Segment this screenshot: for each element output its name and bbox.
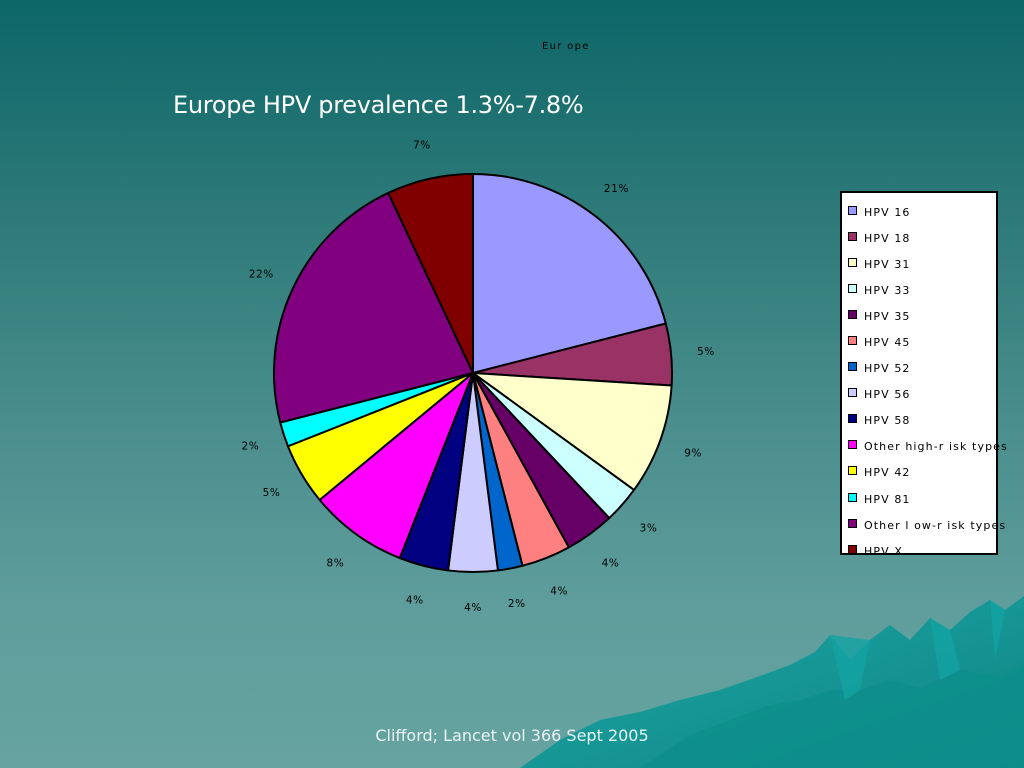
legend-label: HPV 45 — [864, 336, 911, 350]
pie-slice-hpv-x — [387, 173, 474, 374]
pie-data-label: 4% — [464, 602, 482, 614]
legend-item: HPV 35 — [848, 303, 996, 329]
pie-data-label: 4% — [602, 557, 620, 569]
legend-item: HPV 16 — [848, 199, 996, 225]
pie-slice-hpv-31 — [472, 372, 673, 491]
legend-label: HPV X — [864, 544, 903, 558]
legend-label: HPV 42 — [864, 466, 911, 480]
pie-data-label: 8% — [327, 557, 345, 569]
pie-data-label: 2% — [242, 440, 260, 452]
citation-footer: Clifford; Lancet vol 366 Sept 2005 — [375, 726, 649, 745]
legend-swatch — [848, 336, 857, 346]
pie-data-label: 21% — [604, 183, 629, 195]
legend-item: HPV 81 — [848, 486, 996, 512]
legend-swatch — [848, 518, 857, 528]
legend-swatch — [848, 544, 857, 554]
legend-item: HPV 42 — [848, 460, 996, 486]
legend-label: HPV 35 — [864, 309, 911, 323]
legend-swatch — [848, 205, 857, 215]
legend-label: HPV 31 — [864, 257, 911, 271]
legend-label: Other high-r isk types — [864, 440, 1008, 454]
pie-slice-other-high-r-isk-types — [318, 372, 474, 560]
legend-swatch — [848, 362, 857, 372]
legend-label: Other l ow-r isk types — [864, 518, 1007, 532]
pie-data-label: 4% — [550, 586, 568, 598]
slide-title: Europe HPV prevalence 1.3%-7.8% — [173, 91, 584, 119]
legend-label: HPV 56 — [864, 388, 911, 402]
legend-item: HPV 31 — [848, 251, 996, 277]
legend-swatch — [848, 414, 857, 424]
pie-data-label: 2% — [508, 598, 526, 610]
legend-label: HPV 16 — [864, 205, 911, 219]
legend-item: HPV 33 — [848, 277, 996, 303]
legend-swatch — [848, 440, 857, 450]
legend-swatch — [848, 283, 857, 293]
legend-swatch — [848, 309, 857, 319]
legend-swatch — [848, 466, 857, 476]
legend-label: HPV 52 — [864, 362, 911, 376]
legend-item: Other l ow-r isk types — [848, 512, 1005, 538]
pie-slice-hpv-16 — [472, 173, 667, 374]
pie-data-label: 3% — [640, 523, 658, 535]
legend-swatch — [848, 257, 857, 267]
legend-swatch — [848, 492, 857, 502]
legend-swatch — [848, 388, 857, 398]
legend-label: HPV 81 — [864, 492, 911, 506]
legend-label: HPV 58 — [864, 414, 911, 428]
legend-item: HPV 56 — [848, 382, 996, 408]
legend-item: HPV 58 — [848, 408, 996, 434]
pie-data-label: 7% — [413, 140, 431, 152]
pie-data-label: 5% — [263, 487, 281, 499]
legend-swatch — [848, 231, 857, 241]
legend-item: HPV X — [848, 538, 996, 564]
legend-item: Other high-r isk types — [848, 434, 1007, 460]
pie-data-label: 9% — [684, 447, 702, 459]
legend-item: HPV 52 — [848, 356, 996, 382]
legend-label: HPV 33 — [864, 283, 911, 297]
chart-title: Eur ope — [542, 41, 590, 52]
pie-data-label: 22% — [249, 268, 274, 280]
legend-label: HPV 18 — [864, 231, 911, 245]
chart-legend: HPV 16 HPV 18 HPV 31 HPV 33 HPV 35 HPV 45 HPV … — [840, 191, 1007, 558]
pie-data-label: 5% — [697, 346, 715, 358]
pie-data-label: 4% — [406, 595, 424, 607]
legend-item: HPV 45 — [848, 329, 996, 355]
legend-item: HPV 18 — [848, 225, 996, 251]
pie-slice-other-l-ow-r-isk-types — [273, 191, 474, 424]
